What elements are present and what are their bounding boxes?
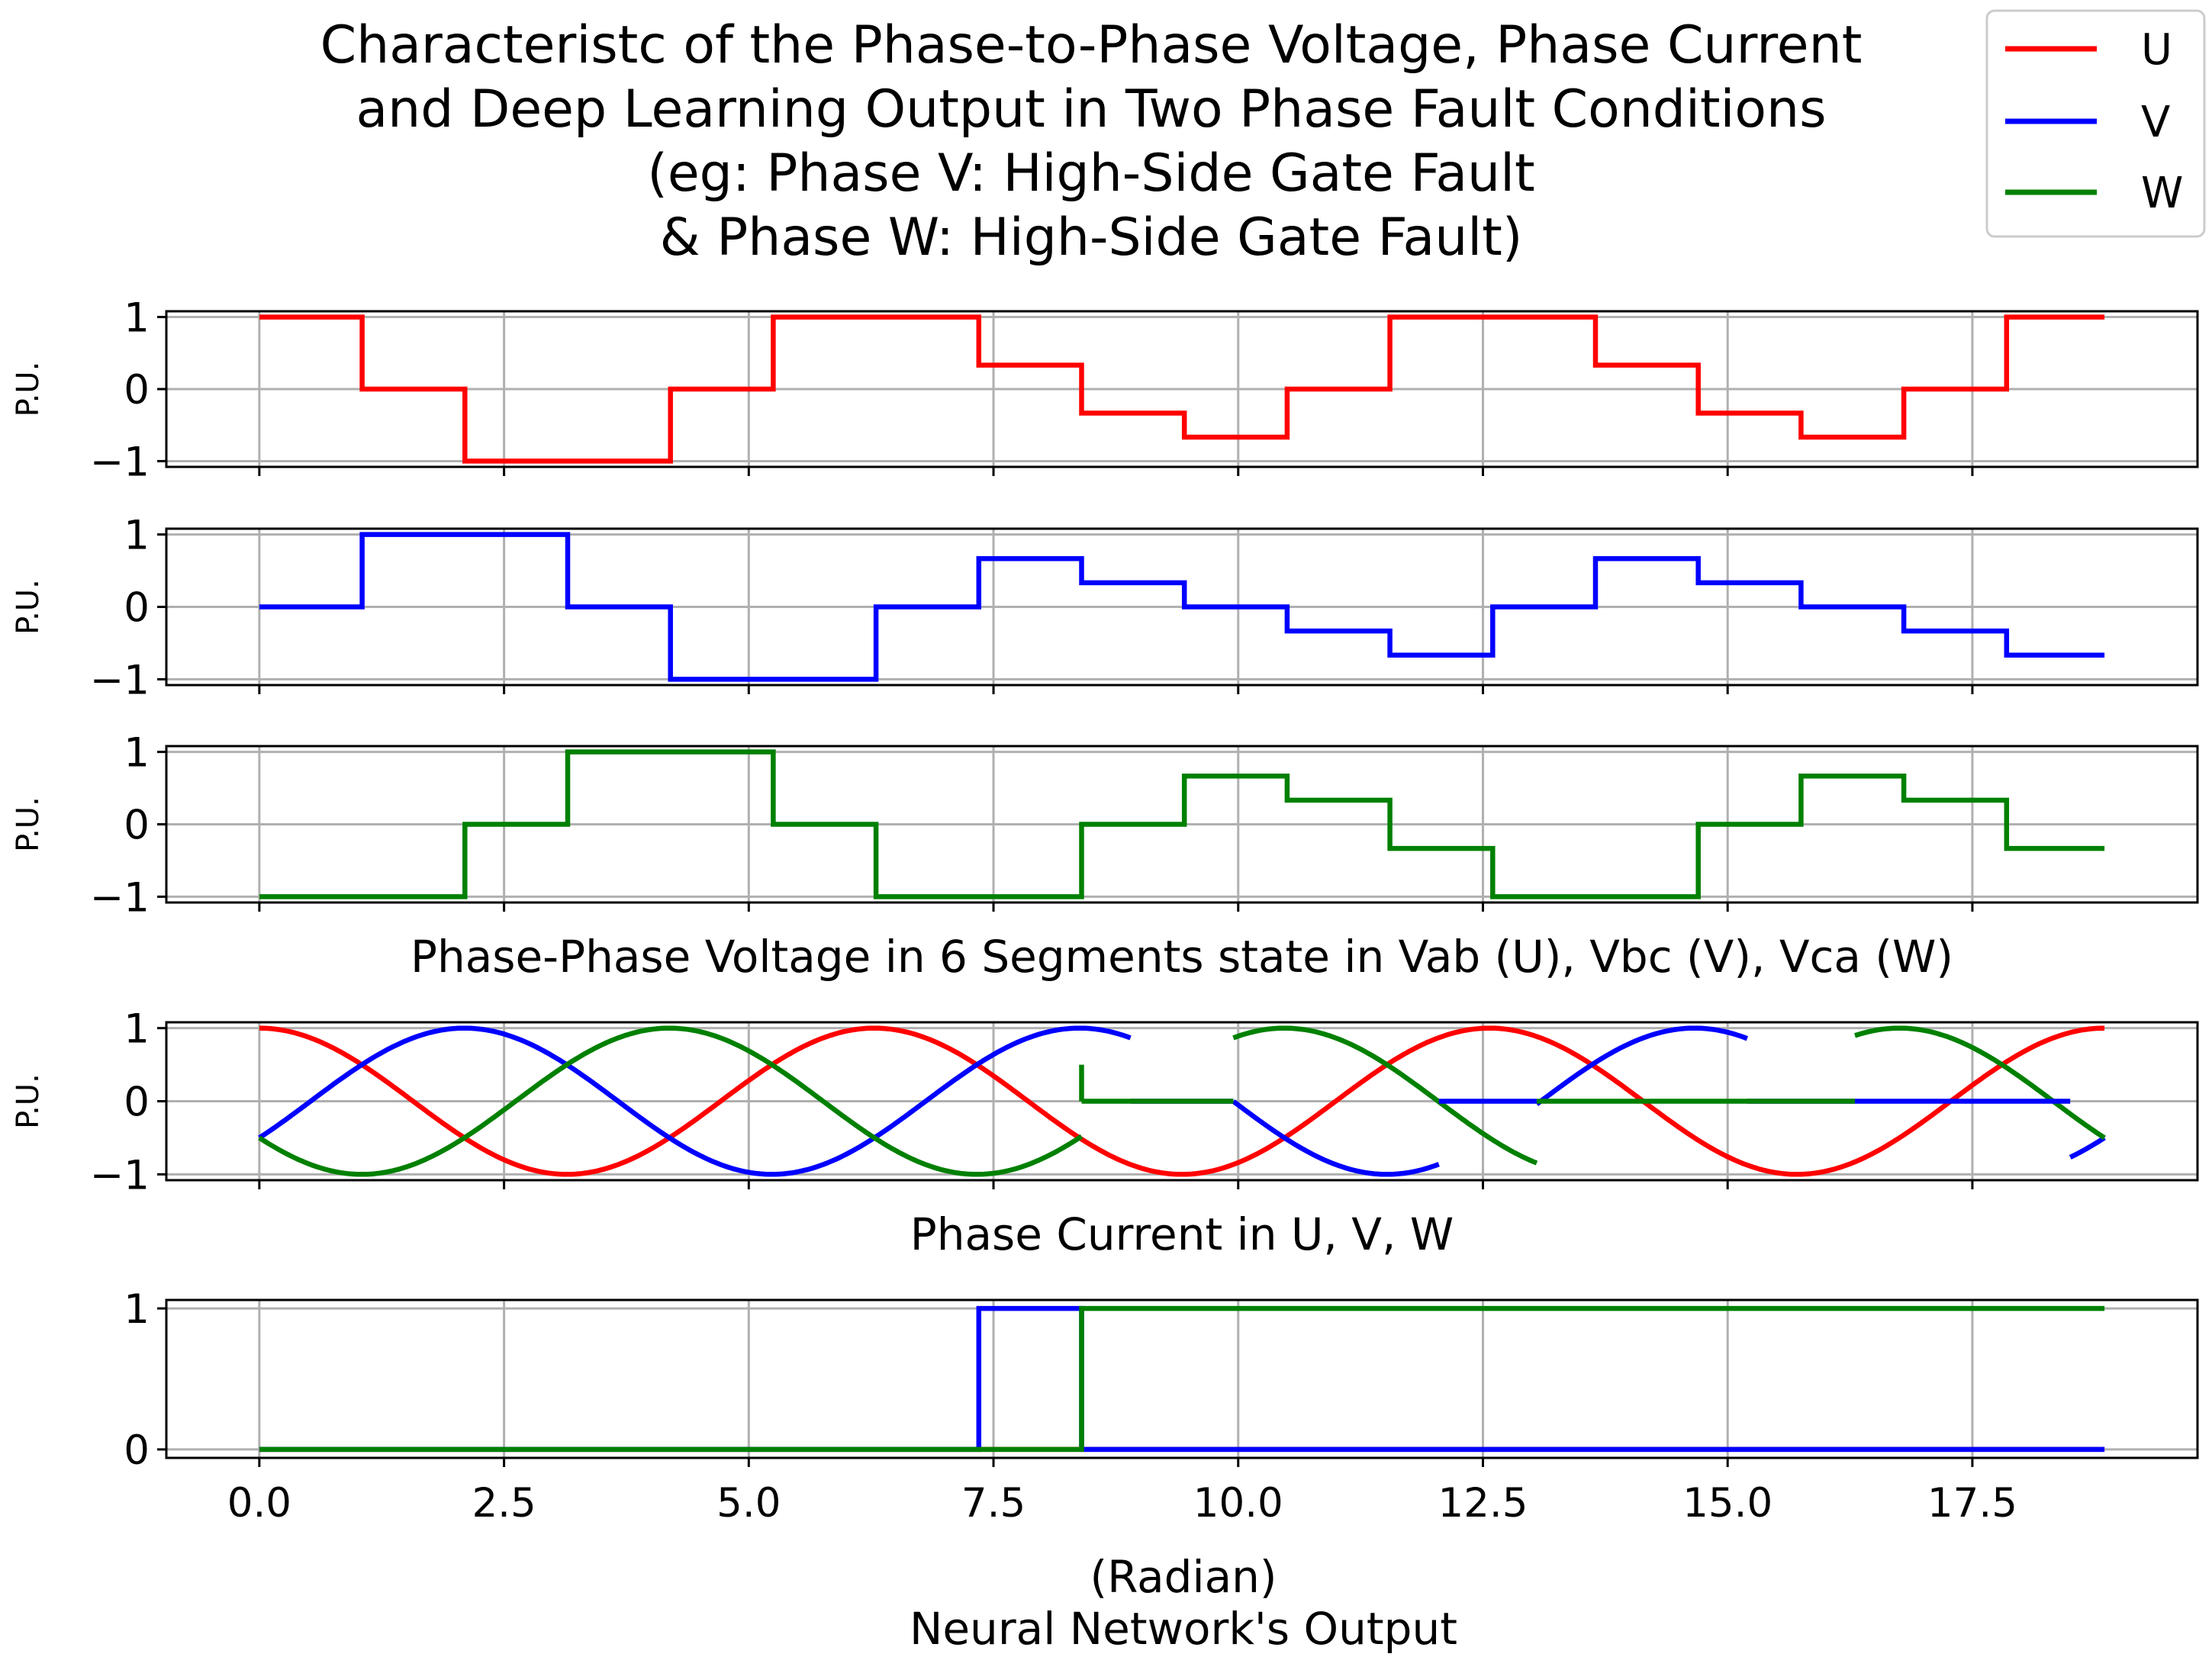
y-tick-label-0: 1 <box>124 295 150 342</box>
y-tick-label-1: 0 <box>124 803 150 849</box>
x-tick-label-1: 2.5 <box>472 1480 536 1527</box>
y-axis-label: P.U. <box>11 579 46 635</box>
xlabel-line-1: (Radian) <box>1090 1551 1277 1603</box>
y-tick-label-0: 1 <box>124 730 150 777</box>
y-tick-label-1: 0 <box>124 1079 150 1126</box>
x-tick-label-0: 0.0 <box>227 1480 291 1527</box>
series-w-3-seg-3 <box>1854 1025 2106 1141</box>
series-v-2-seg-1 <box>258 1025 1132 1177</box>
y-tick-label-1: 0 <box>124 585 150 632</box>
x-tick-label-2: 5.0 <box>716 1480 781 1527</box>
series-w-3-seg-1 <box>258 1025 1083 1177</box>
x-tick-label-7: 17.5 <box>1927 1480 2017 1527</box>
series-v-1 <box>259 532 2105 682</box>
subplots: 1 0 −1 P.U. 1 0 −1 P.U. 1 0 −1 P.U. Phase-Phase Volt… <box>11 295 2199 1527</box>
y-tick-label-2: −1 <box>90 874 150 921</box>
series-w-1 <box>259 749 2105 899</box>
subplot-2: 1 0 −1 P.U. <box>11 513 2199 703</box>
y-tick-label-0: 1 <box>124 1286 150 1333</box>
subplot-5: 1 0 0.0 2.5 5.0 7.5 10.0 12.5 15.0 17.5 <box>124 1286 2199 1527</box>
title-line-1: Characteristc of the Phase-to-Phase Volt… <box>320 15 1863 76</box>
panel-caption: Phase Current in U, V, W <box>910 1208 1454 1260</box>
figure-title: Characteristc of the Phase-to-Phase Volt… <box>320 15 1863 268</box>
series-u-1-seg-1 <box>259 1025 2105 1177</box>
subplot-4: 1 0 −1 P.U. Phase Current in U, V, W <box>11 1006 2199 1260</box>
y-tick-label-1: 0 <box>124 367 150 413</box>
y-axis-label: P.U. <box>11 796 46 852</box>
y-tick-label-0: 1 <box>124 1006 150 1053</box>
title-line-3: (eg: Phase V: High-Side Gate Fault <box>647 143 1534 204</box>
x-tick-label-4: 10.0 <box>1193 1480 1283 1527</box>
xlabel-line-2: Neural Network's Output <box>910 1603 1457 1655</box>
x-tick-label-6: 15.0 <box>1682 1480 1772 1527</box>
y-tick-label-0: 1 <box>124 513 150 559</box>
series-w-3-seg-2 <box>1232 1025 1538 1166</box>
y-axis-label: P.U. <box>11 1073 46 1129</box>
y-tick-label-2: −1 <box>90 657 150 703</box>
axes-frame <box>165 1298 2199 1459</box>
legend-label-v: V <box>2141 98 2170 147</box>
series-v-2-seg-2 <box>1232 1099 1440 1177</box>
title-line-4: & Phase W: High-Side Gate Fault) <box>660 208 1523 268</box>
x-axis-label: (Radian) Neural Network's Output <box>910 1551 1457 1655</box>
series-v-2-seg-4 <box>2069 1135 2106 1160</box>
y-tick-label-1: 0 <box>124 1427 150 1474</box>
subplot-3: 1 0 −1 P.U. Phase-Phase Voltage in 6 Segment… <box>11 730 2199 983</box>
panel-caption: Phase-Phase Voltage in 6 Segments state … <box>411 931 1953 983</box>
y-tick-label-2: −1 <box>90 1152 150 1199</box>
subplot-1: 1 0 −1 P.U. <box>11 295 2199 485</box>
x-tick-label-5: 12.5 <box>1438 1480 1528 1527</box>
y-tick-label-2: −1 <box>90 439 150 485</box>
y-axis-label: P.U. <box>11 362 46 417</box>
series-v-2-seg-3 <box>1535 1025 1749 1106</box>
legend-label-u: U <box>2141 25 2172 75</box>
series-w-3 <box>259 1305 2105 1453</box>
title-line-2: and Deep Learning Output in Two Phase Fa… <box>356 79 1826 140</box>
legend: U V W <box>1985 9 2206 238</box>
series-u-1 <box>259 314 2105 464</box>
legend-label-w: W <box>2141 169 2183 218</box>
x-tick-label-3: 7.5 <box>961 1480 1026 1527</box>
